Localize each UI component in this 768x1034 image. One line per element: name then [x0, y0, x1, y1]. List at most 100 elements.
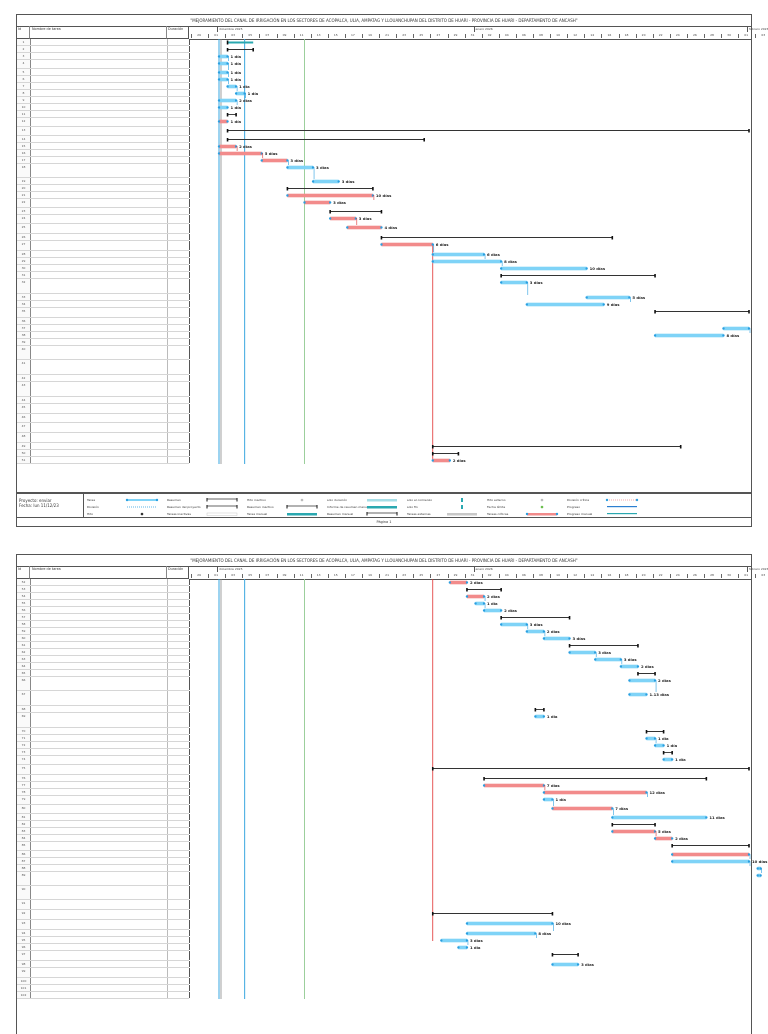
row-duration[interactable]: [167, 318, 190, 324]
row-task-name[interactable]: [30, 814, 168, 820]
row-duration[interactable]: [167, 713, 190, 727]
table-row[interactable]: 96: [17, 944, 190, 951]
row-duration[interactable]: [167, 872, 190, 885]
gantt-task-bar[interactable]: 2 días: [525, 629, 561, 634]
row-duration[interactable]: [167, 691, 190, 705]
gantt-critical-bar[interactable]: 7 días: [482, 783, 561, 788]
table-row[interactable]: 58: [17, 621, 190, 628]
row-task-name[interactable]: [30, 656, 168, 662]
row-duration[interactable]: [167, 910, 190, 919]
table-row[interactable]: 9: [17, 97, 190, 104]
row-task-name[interactable]: [30, 308, 168, 317]
table-row[interactable]: 76: [17, 775, 190, 782]
table-row[interactable]: 2: [17, 46, 190, 53]
table-row[interactable]: 22: [17, 199, 190, 208]
table-row[interactable]: 51: [17, 457, 190, 464]
table-row[interactable]: 46: [17, 414, 190, 423]
row-task-name[interactable]: [30, 749, 168, 755]
table-row[interactable]: 72: [17, 742, 190, 749]
gantt-summary-bar[interactable]: [226, 40, 254, 45]
gantt-summary-bar[interactable]: [226, 129, 750, 133]
table-row[interactable]: 83: [17, 828, 190, 835]
row-task-name[interactable]: [30, 828, 168, 834]
row-duration[interactable]: [167, 937, 190, 943]
table-row[interactable]: 57: [17, 614, 190, 621]
gantt-task-bar[interactable]: 2 días: [482, 608, 518, 613]
table-row[interactable]: 82: [17, 821, 190, 828]
row-task-name[interactable]: [30, 663, 168, 669]
table-row[interactable]: 17: [17, 157, 190, 164]
gantt-task-bar[interactable]: 1 día: [217, 70, 242, 75]
row-duration[interactable]: [167, 992, 190, 998]
row-task-name[interactable]: [30, 886, 168, 899]
row-duration[interactable]: [167, 900, 190, 909]
gantt-summary-bar[interactable]: [645, 730, 665, 734]
gantt-task-bar[interactable]: 10 días: [499, 266, 606, 271]
table-row[interactable]: 100: [17, 978, 190, 985]
row-task-name[interactable]: [30, 325, 168, 331]
row-task-name[interactable]: [30, 775, 168, 781]
table-row[interactable]: 66: [17, 677, 190, 691]
table-row[interactable]: 67: [17, 691, 190, 706]
row-task-name[interactable]: [30, 83, 168, 89]
gantt-critical-bar[interactable]: 12 días: [542, 790, 666, 795]
gantt-task-bar[interactable]: 10 días: [465, 921, 572, 926]
row-duration[interactable]: [167, 397, 190, 403]
row-duration[interactable]: [167, 404, 190, 413]
row-task-name[interactable]: [30, 208, 168, 214]
column-header-duration[interactable]: Duración: [167, 566, 189, 579]
row-duration[interactable]: [167, 234, 190, 240]
gantt-task-bar[interactable]: 1 día: [217, 77, 242, 82]
row-duration[interactable]: [167, 241, 190, 250]
gantt-summary-bar[interactable]: [431, 445, 682, 449]
table-row[interactable]: 85: [17, 842, 190, 851]
gantt-task-bar[interactable]: 1 día: [662, 757, 686, 762]
row-duration[interactable]: [167, 649, 190, 655]
row-duration[interactable]: [167, 301, 190, 307]
gantt-summary-bar[interactable]: [466, 588, 502, 592]
row-duration[interactable]: [167, 614, 190, 620]
column-header-id[interactable]: Id: [17, 26, 30, 39]
row-duration[interactable]: [167, 332, 190, 338]
row-duration[interactable]: [167, 842, 190, 850]
row-task-name[interactable]: [30, 234, 168, 240]
table-row[interactable]: 44: [17, 397, 190, 404]
table-row[interactable]: 23: [17, 208, 190, 215]
row-duration[interactable]: [167, 749, 190, 755]
table-row[interactable]: 75: [17, 765, 190, 775]
row-task-name[interactable]: [30, 649, 168, 655]
gantt-task-bar[interactable]: 8 días: [465, 931, 552, 936]
row-duration[interactable]: [167, 76, 190, 82]
row-duration[interactable]: [167, 375, 190, 381]
row-duration[interactable]: [167, 742, 190, 748]
row-duration[interactable]: [167, 920, 190, 929]
gantt-critical-bar[interactable]: 3 días: [328, 216, 372, 221]
row-task-name[interactable]: [30, 111, 168, 117]
row-duration[interactable]: [167, 53, 190, 59]
row-task-name[interactable]: [30, 332, 168, 338]
gantt-critical-bar[interactable]: 3 días: [303, 200, 347, 205]
row-task-name[interactable]: [30, 339, 168, 345]
gantt-summary-bar[interactable]: [226, 113, 237, 117]
row-task-name[interactable]: [30, 796, 168, 804]
table-row[interactable]: 56: [17, 607, 190, 614]
gantt-task-bar[interactable]: 3 días: [440, 938, 483, 943]
table-row[interactable]: 53: [17, 586, 190, 593]
row-duration[interactable]: [167, 865, 190, 871]
table-row[interactable]: 1: [17, 39, 190, 46]
table-row[interactable]: 24: [17, 215, 190, 224]
row-task-name[interactable]: [30, 951, 168, 960]
table-row[interactable]: 18: [17, 164, 190, 178]
row-duration[interactable]: [167, 39, 190, 45]
row-duration[interactable]: [167, 185, 190, 191]
table-row[interactable]: 92: [17, 910, 190, 920]
row-task-name[interactable]: [30, 621, 168, 627]
gantt-summary-bar[interactable]: [431, 767, 750, 771]
gantt-task-bar[interactable]: 3 días: [499, 280, 543, 285]
row-duration[interactable]: [167, 579, 190, 585]
row-duration[interactable]: [167, 104, 190, 110]
table-row[interactable]: 40: [17, 346, 190, 360]
row-duration[interactable]: [167, 308, 190, 317]
table-row[interactable]: 5: [17, 69, 190, 76]
table-row[interactable]: 86: [17, 851, 190, 858]
